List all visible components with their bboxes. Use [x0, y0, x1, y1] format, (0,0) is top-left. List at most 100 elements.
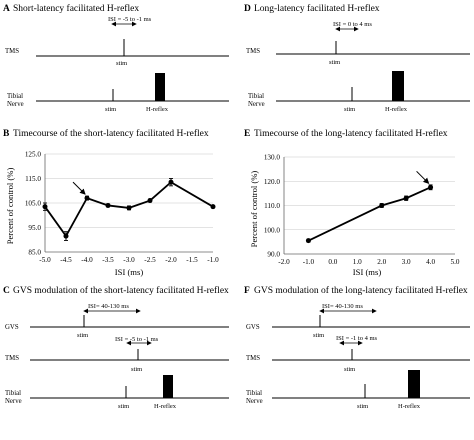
panel-c: C GVS modulation of the short-latency fa… — [3, 285, 229, 410]
isi-label: ISI = 0 to 4 ms — [333, 21, 372, 28]
data-point — [210, 204, 216, 210]
panel-c-letter: C — [3, 286, 10, 296]
tms-isi-label: ISI = -5 to -1 ms — [115, 336, 159, 343]
tibial-label: Tibial — [248, 93, 264, 100]
hreflex-label: H-reflex — [398, 403, 421, 410]
chart-e: 90.0 100.0 110.0 120.0 130.0 -2.0 -1.0 0.0 1.0 2.… — [264, 154, 460, 267]
data-point — [147, 198, 153, 204]
gvs-stim-label: stim — [77, 332, 88, 339]
y-tick-label: 115.0 — [25, 175, 41, 183]
x-tick-label: -5.0 — [39, 256, 51, 264]
tms-label: TMS — [5, 355, 19, 362]
x-tick-label: -3.5 — [102, 256, 114, 264]
hreflex-label: H-reflex — [146, 106, 169, 113]
gvs-isi-label: ISI= 40-130 ms — [322, 303, 363, 310]
hreflex-response — [408, 370, 420, 398]
hreflex-label: H-reflex — [385, 106, 408, 113]
panel-f-title: GVS modulation of the long-latency facil… — [254, 285, 468, 296]
tms-label: TMS — [246, 48, 260, 55]
y-tick-label: 110.0 — [264, 202, 280, 210]
x-tick-label: -3.0 — [123, 256, 135, 264]
series-line — [308, 186, 431, 242]
panel-e-title: Timecourse of the long-latency facilitat… — [254, 128, 448, 139]
data-point — [168, 179, 174, 185]
x-tick-label: -4.5 — [60, 256, 72, 264]
gvs-isi-label: ISI= 40-130 ms — [88, 303, 129, 310]
y-tick-label: 90.0 — [267, 251, 280, 259]
tibial-label: Tibial — [5, 390, 21, 397]
y-axis-label: Percent of control (%) — [5, 168, 15, 245]
hreflex-response — [163, 375, 173, 398]
y-tick-label: 100.0 — [264, 226, 281, 234]
x-axis-label: ISI (ms) — [353, 267, 382, 277]
panel-b-letter: B — [3, 129, 10, 139]
series-line — [44, 181, 214, 238]
tibial-stim-label: stim — [105, 106, 116, 113]
panel-d: D Long-latency facilitated H-reflex ISI … — [244, 3, 470, 113]
x-tick-label: 5.0 — [451, 258, 460, 266]
data-point — [126, 205, 132, 211]
hreflex-label: H-reflex — [154, 403, 177, 410]
x-tick-label: 2.0 — [377, 258, 386, 266]
x-tick-label: 4.0 — [426, 258, 435, 266]
nerve-label: Nerve — [7, 101, 24, 108]
tibial-stim-label: stim — [344, 106, 355, 113]
y-tick-label: 105.0 — [25, 200, 42, 208]
annotation-arrow — [416, 170, 430, 185]
tms-label: TMS — [246, 355, 260, 362]
data-point — [379, 203, 385, 208]
isi-label: ISI = -5 to -1 ms — [108, 16, 152, 23]
x-tick-label: -2.0 — [278, 258, 290, 266]
tms-stim-label: stim — [329, 59, 340, 66]
y-tick-label: 130.0 — [264, 154, 281, 162]
x-tick-label: 0.0 — [328, 258, 337, 266]
tibial-label: Tibial — [246, 390, 262, 397]
y-tick-label: 95.0 — [28, 224, 41, 232]
tms-isi-label: ISI = -1 to 4 ms — [336, 335, 378, 342]
annotation-arrow — [72, 181, 86, 195]
x-tick-label: -2.5 — [144, 256, 156, 264]
panel-d-title: Long-latency facilitated H-reflex — [254, 3, 380, 14]
x-tick-label: -1.0 — [207, 256, 219, 264]
y-axis-label: Percent of control (%) — [249, 171, 259, 248]
panel-b: B Timecourse of the short-latency facili… — [3, 128, 219, 277]
data-point — [305, 238, 311, 244]
data-point — [63, 233, 69, 239]
panel-c-title: GVS modulation of the short-latency faci… — [13, 285, 229, 296]
panel-a-title: Short-latency facilitated H-reflex — [13, 3, 139, 14]
x-tick-label: 3.0 — [402, 258, 411, 266]
x-tick-label: -1.5 — [186, 256, 198, 264]
gvs-label: GVS — [5, 324, 19, 331]
tms-stim-label: stim — [344, 366, 355, 373]
panel-e: E Timecourse of the long-latency facilit… — [244, 128, 460, 277]
panel-b-title: Timecourse of the short-latency facilita… — [13, 128, 209, 139]
nerve-label: Nerve — [248, 101, 265, 108]
panel-d-letter: D — [244, 4, 251, 14]
nerve-label: Nerve — [5, 398, 22, 405]
y-tick-label: 120.0 — [264, 178, 281, 186]
data-point — [105, 202, 111, 208]
x-tick-label: -4.0 — [81, 256, 93, 264]
hreflex-response — [155, 73, 165, 101]
x-axis-label: ISI (ms) — [115, 267, 144, 277]
hreflex-response — [392, 71, 404, 101]
data-point — [403, 195, 409, 201]
tms-stim-label: stim — [116, 60, 127, 67]
tibial-label: Tibial — [7, 93, 23, 100]
x-tick-label: 1.0 — [353, 258, 362, 266]
tms-stim-label: stim — [131, 366, 142, 373]
panel-f: F GVS modulation of the long-latency fac… — [244, 285, 470, 410]
data-point — [428, 184, 434, 190]
data-point — [42, 204, 48, 210]
panel-a-letter: A — [3, 4, 10, 14]
x-tick-label: -2.0 — [165, 256, 177, 264]
gvs-stim-label: stim — [313, 332, 324, 339]
tibial-stim-label: stim — [357, 403, 368, 410]
y-tick-label: 125.0 — [25, 151, 42, 159]
panel-a: A Short-latency facilitated H-reflex ISI… — [3, 3, 229, 113]
panel-e-letter: E — [244, 129, 250, 139]
x-tick-label: -1.0 — [303, 258, 315, 266]
nerve-label: Nerve — [246, 398, 263, 405]
panel-f-letter: F — [244, 286, 250, 296]
